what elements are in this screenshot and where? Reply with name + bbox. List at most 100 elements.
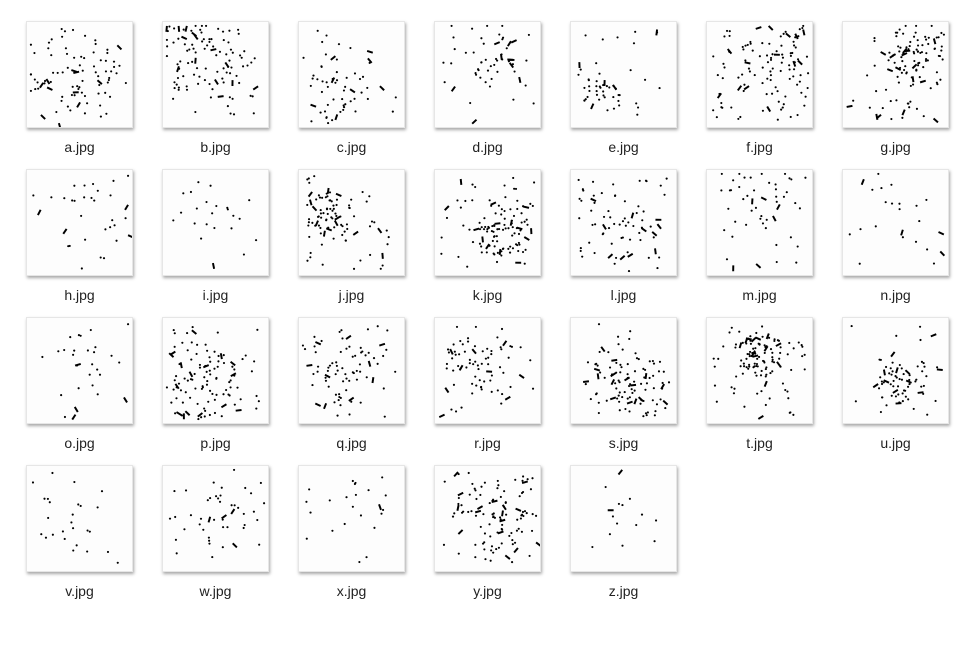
dash — [57, 122, 61, 127]
dot — [445, 362, 449, 366]
file-item[interactable]: w.jpg — [162, 465, 298, 613]
dot — [255, 407, 258, 410]
dot — [50, 54, 53, 57]
dot — [348, 413, 351, 416]
file-item[interactable]: p.jpg — [162, 317, 298, 465]
file-item[interactable]: x.jpg — [298, 465, 434, 613]
file-item[interactable]: r.jpg — [434, 317, 570, 465]
dot — [933, 47, 936, 51]
dot — [71, 199, 74, 202]
dot — [69, 336, 72, 339]
dot — [742, 362, 745, 365]
dot — [200, 31, 203, 34]
file-item[interactable]: h.jpg — [26, 169, 162, 317]
dot — [774, 183, 777, 186]
dot — [221, 77, 224, 80]
dot — [34, 87, 37, 91]
dot — [96, 368, 99, 371]
file-item[interactable]: d.jpg — [434, 21, 570, 169]
dot — [919, 338, 922, 342]
dot — [881, 396, 884, 399]
dot — [514, 243, 518, 246]
dot — [459, 367, 462, 370]
dot — [878, 358, 881, 361]
dot — [326, 369, 329, 372]
file-item[interactable]: m.jpg — [706, 169, 842, 317]
dot — [748, 70, 751, 73]
file-item[interactable]: c.jpg — [298, 21, 434, 169]
dot — [895, 334, 898, 337]
dot — [524, 248, 527, 251]
file-item[interactable]: o.jpg — [26, 317, 162, 465]
dot — [940, 49, 943, 52]
dot — [208, 82, 211, 86]
dot — [472, 51, 475, 54]
file-item[interactable]: l.jpg — [570, 169, 706, 317]
dash — [716, 92, 722, 99]
dot — [73, 349, 76, 352]
dash — [379, 85, 385, 91]
file-item[interactable]: f.jpg — [706, 21, 842, 169]
dot — [495, 260, 499, 264]
dot — [577, 178, 580, 182]
file-item[interactable]: t.jpg — [706, 317, 842, 465]
dot — [496, 251, 499, 254]
dash — [168, 352, 175, 358]
dash — [176, 66, 180, 73]
file-item[interactable]: u.jpg — [842, 317, 962, 465]
dot — [595, 392, 598, 395]
dot — [720, 172, 723, 176]
dot — [179, 60, 182, 63]
dot — [197, 82, 200, 85]
dash — [471, 348, 477, 355]
dot — [925, 38, 928, 41]
file-item[interactable]: n.jpg — [842, 169, 962, 317]
dot — [183, 43, 186, 46]
dot — [339, 215, 342, 218]
file-item[interactable]: a.jpg — [26, 21, 162, 169]
dot — [516, 207, 519, 211]
dot — [252, 510, 255, 513]
dot — [355, 369, 358, 372]
dot — [497, 484, 500, 487]
dot — [305, 537, 308, 540]
dot — [466, 340, 470, 343]
dot — [307, 218, 311, 221]
dot — [237, 28, 240, 31]
dot — [612, 95, 615, 99]
dot — [165, 38, 169, 41]
dot — [471, 482, 474, 485]
dot — [582, 189, 585, 192]
file-item[interactable]: e.jpg — [570, 21, 706, 169]
dot — [31, 481, 35, 484]
dot — [170, 401, 173, 404]
file-item[interactable]: b.jpg — [162, 21, 298, 169]
dot — [631, 391, 634, 395]
dot — [342, 380, 345, 383]
dot — [756, 357, 759, 360]
dot — [890, 394, 893, 397]
dot — [738, 185, 741, 189]
dot — [313, 175, 316, 178]
dot — [784, 95, 787, 98]
file-item[interactable]: z.jpg — [570, 465, 706, 613]
dot — [891, 54, 895, 57]
dot — [765, 373, 768, 376]
file-item[interactable]: s.jpg — [570, 317, 706, 465]
dot — [788, 341, 791, 345]
file-item[interactable]: g.jpg — [842, 21, 962, 169]
file-item[interactable]: k.jpg — [434, 169, 570, 317]
dot — [778, 357, 781, 360]
dash — [904, 369, 911, 375]
dash — [886, 68, 894, 73]
file-item[interactable]: v.jpg — [26, 465, 162, 613]
file-item[interactable]: i.jpg — [162, 169, 298, 317]
file-item[interactable]: q.jpg — [298, 317, 434, 465]
file-item[interactable]: j.jpg — [298, 169, 434, 317]
dot — [190, 358, 193, 361]
dot — [230, 66, 233, 69]
dot — [308, 488, 311, 491]
file-item[interactable]: y.jpg — [434, 465, 570, 613]
dot — [774, 188, 778, 191]
dot — [457, 496, 460, 500]
